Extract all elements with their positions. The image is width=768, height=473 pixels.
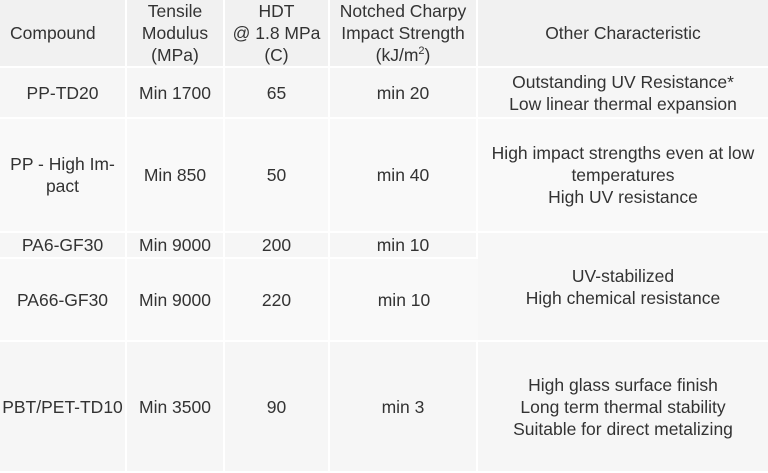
cell-other: High glass surface finish Long term ther… xyxy=(478,342,768,473)
cell-hdt: 50 xyxy=(225,119,330,233)
header-charpy-unit-close: ) xyxy=(424,45,431,65)
header-charpy-unit-base: (kJ/m xyxy=(375,45,419,65)
cell-charpy: min 3 xyxy=(330,342,478,473)
header-hdt-line3: (C) xyxy=(264,45,289,65)
other-line: UV-stabilized xyxy=(571,265,675,286)
cell-tensile: Min 9000 xyxy=(127,259,225,342)
cell-charpy: min 40 xyxy=(330,119,478,233)
header-hdt: HDT @ 1.8 MPa (C) xyxy=(225,0,330,68)
table-row: PA66-GF30 Min 9000 220 min 10 xyxy=(0,259,768,342)
cell-hdt: 220 xyxy=(225,259,330,342)
header-hdt-line1: HDT xyxy=(258,1,295,21)
header-tensile-line2: Modulus xyxy=(141,23,209,43)
cell-hdt: 65 xyxy=(225,68,330,119)
compound-name: PBT/PET-TD10 xyxy=(2,396,123,417)
cell-hdt: 90 xyxy=(225,342,330,473)
header-notched-charpy: Notched Charpy Impact Strength (kJ/m2) xyxy=(330,0,478,68)
header-other-characteristic: Other Characteristic xyxy=(478,0,768,68)
header-tensile-line1: Tensile xyxy=(147,1,203,21)
compound-name: PA6-GF30 xyxy=(21,235,104,255)
cell-charpy: min 20 xyxy=(330,68,478,119)
cell-hdt: 200 xyxy=(225,233,330,259)
compound-name: PA66-GF30 xyxy=(16,289,109,310)
other-line: High UV resistance xyxy=(548,187,698,207)
other-line: High chemical resistance xyxy=(525,287,721,308)
header-hdt-line2: @ 1.8 MPa xyxy=(232,23,321,43)
other-line: Low linear thermal expansion xyxy=(509,93,737,114)
header-tensile-line3: (MPa) xyxy=(151,45,199,65)
cell-compound: PBT/PET-TD10 xyxy=(0,342,127,473)
cell-tensile: Min 3500 xyxy=(127,342,225,473)
other-line: High glass surface finish xyxy=(528,374,718,395)
other-line: Suitable for direct metalizing xyxy=(513,418,733,439)
header-charpy-line2: Impact Strength xyxy=(341,23,465,43)
other-line: Outstanding UV Resistance* xyxy=(512,71,734,92)
compound-name-line1: PP - High Im- xyxy=(10,154,115,174)
header-row: Compound Tensile Modulus (MPa) HDT @ 1.8… xyxy=(0,0,768,68)
cell-tensile: Min 1700 xyxy=(127,68,225,119)
cell-other: Outstanding UV Resistance* Low linear th… xyxy=(478,68,768,119)
other-line: Long term thermal stability xyxy=(520,396,726,417)
compound-name: PP-TD20 xyxy=(26,82,99,103)
cell-other-merged: UV-stabilized High chemical resistance xyxy=(478,233,768,342)
header-tensile-modulus: Tensile Modulus (MPa) xyxy=(127,0,225,68)
header-charpy-line1: Notched Charpy xyxy=(339,1,467,21)
cell-other: High impact strengths even at low temper… xyxy=(478,119,768,233)
table-row: PA6-GF30 Min 9000 200 min 10 UV-stabiliz… xyxy=(0,233,768,342)
header-charpy-unit: (kJ/m2) xyxy=(330,44,476,66)
cell-charpy: min 10 xyxy=(330,233,478,259)
other-line: temperatures xyxy=(571,165,675,185)
table-row: PBT/PET-TD10 Min 3500 90 min 3 High glas… xyxy=(0,342,768,473)
table-row: PP-TD20 Min 1700 65 min 20 Outstanding U… xyxy=(0,68,768,119)
table-row: PP - High Im- pact Min 850 50 min 40 Hig… xyxy=(0,119,768,233)
compound-name-line2: pact xyxy=(45,176,80,196)
cell-tensile: Min 850 xyxy=(127,119,225,233)
cell-compound: PP-TD20 xyxy=(0,68,127,119)
header-compound: Compound xyxy=(0,0,127,68)
cell-compound: PP - High Im- pact xyxy=(0,119,127,233)
cell-charpy: min 10 xyxy=(330,259,478,342)
cell-tensile: Min 9000 xyxy=(127,233,225,259)
header-charpy-unit-sup: 2 xyxy=(418,45,425,58)
cell-compound: PA6-GF30 xyxy=(0,233,127,259)
cell-compound: PA66-GF30 xyxy=(0,259,127,342)
other-line: High impact strengths even at low xyxy=(491,143,755,163)
